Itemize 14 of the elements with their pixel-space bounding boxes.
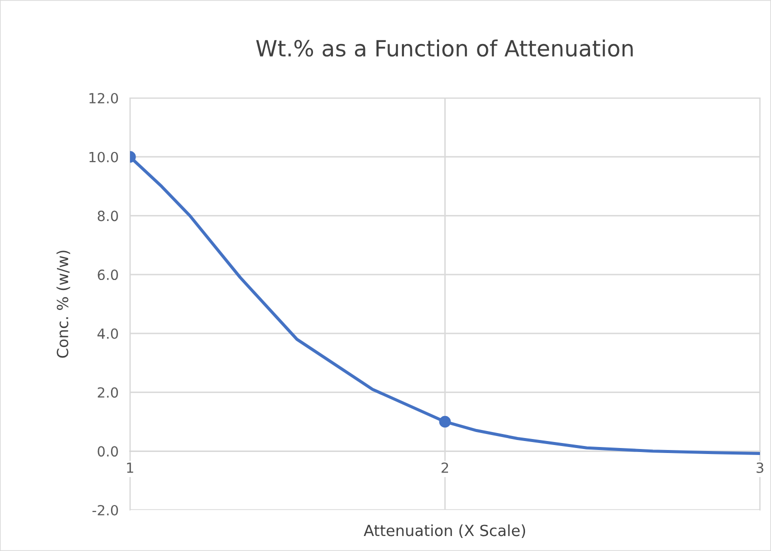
- y-tick-label: 12.0: [89, 92, 118, 104]
- x-tick-label: 1: [127, 462, 134, 473]
- y-tick-label: 0.0: [98, 446, 118, 457]
- y-tick-label: 4.0: [97, 328, 118, 339]
- y-tick-label: 2.0: [98, 387, 118, 398]
- y-tick-label: 6.0: [98, 270, 118, 280]
- x-axis-title: Attenuation (X Scale): [364, 524, 526, 538]
- chart-title: Wt.% as a Function of Attenuation: [256, 39, 633, 57]
- y-tick-label: -2.0: [92, 504, 118, 516]
- x-tick-label: 3: [756, 462, 764, 474]
- y-tick-label: 8.0: [98, 210, 118, 222]
- x-tick-label: 2: [442, 462, 448, 473]
- y-axis-title: Conc. % (w/w): [56, 250, 70, 358]
- y-tick-label: 10.0: [89, 152, 118, 162]
